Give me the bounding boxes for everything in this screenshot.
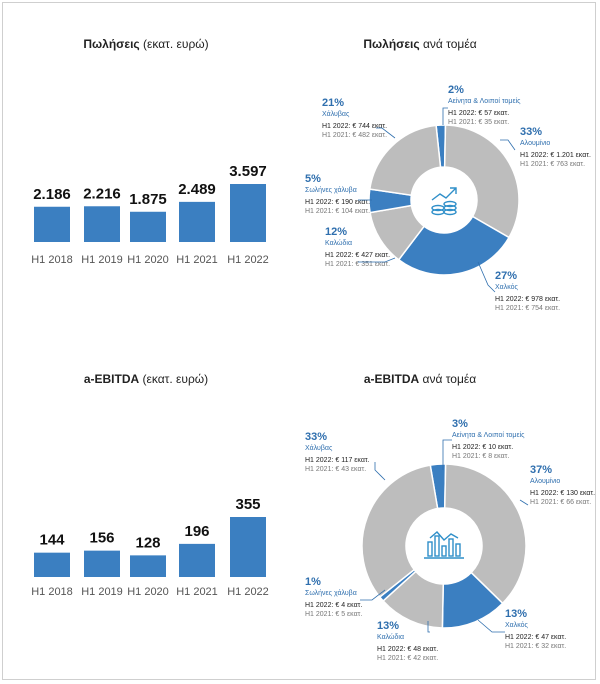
- segment-percent: 13%: [377, 620, 399, 632]
- segment-percent: 33%: [305, 431, 327, 443]
- segment-name: Σωλήνες χάλυβα: [305, 186, 357, 194]
- bar-value-label: 2.186: [33, 186, 71, 203]
- segment-value-previous: H1 2021: € 754 εκατ.: [495, 305, 560, 312]
- segment-percent: 21%: [322, 97, 344, 109]
- bar-ebitda-h1-2021: [179, 543, 215, 577]
- segment-value-previous: H1 2021: € 35 εκατ.: [448, 119, 509, 126]
- segment-percent: 27%: [495, 270, 517, 282]
- segment-value-previous: H1 2021: € 32 εκατ.: [505, 643, 566, 650]
- leader-line: [442, 107, 448, 125]
- segment-percent: 1%: [305, 576, 321, 588]
- segment-value-current: H1 2022: € 978 εκατ.: [495, 296, 560, 303]
- bar-chart-icon: [424, 531, 464, 559]
- segment-value-current: H1 2022: € 4 εκατ.: [305, 602, 362, 609]
- leader-line: [500, 139, 516, 151]
- segment-percent: 33%: [520, 126, 542, 138]
- leader-line: [519, 499, 529, 506]
- segment-name: Χαλκός: [505, 621, 529, 629]
- segment-percent: 2%: [448, 84, 464, 96]
- bar-value-label: 156: [89, 530, 114, 547]
- segment-percent: 5%: [305, 173, 321, 185]
- leader-line: [427, 621, 430, 633]
- segment-value-previous: H1 2021: € 5 εκατ.: [305, 611, 362, 618]
- bar-value-label: 196: [184, 523, 209, 540]
- segment-value-current: H1 2022: € 744 εκατ.: [322, 123, 387, 130]
- bar-value-label: 128: [135, 534, 160, 551]
- coins-growth-icon: [431, 187, 457, 216]
- bar-ebitda-h1-2022: [230, 517, 266, 577]
- bar-category-label: H1 2020: [127, 254, 169, 266]
- segment-value-previous: H1 2021: € 351 εκατ.: [325, 261, 390, 268]
- segment-value-current: H1 2022: € 130 εκατ.: [530, 490, 595, 497]
- segment-name: Αείνητα & Λοιποί τομείς: [452, 431, 525, 439]
- segment-name: Χάλυβας: [322, 110, 350, 118]
- leader-line: [374, 462, 386, 481]
- bar-category-label: H1 2020: [127, 586, 169, 598]
- segment-value-current: H1 2022: € 48 εκατ.: [377, 646, 438, 653]
- segment-name: Χάλυβας: [305, 444, 333, 452]
- segment-percent: 37%: [530, 464, 552, 476]
- bar-value-label: 355: [235, 496, 260, 513]
- segment-value-current: H1 2022: € 190 εκατ.: [305, 199, 370, 206]
- donut-sales-hole: [411, 167, 477, 233]
- segment-name: Αλουμίνιο: [530, 477, 560, 485]
- segment-value-previous: H1 2021: € 482 εκατ.: [322, 132, 387, 139]
- segment-percent: 12%: [325, 226, 347, 238]
- bar-ebitda-h1-2019: [84, 550, 120, 577]
- leader-line: [477, 619, 505, 633]
- bar-category-label: H1 2018: [31, 254, 73, 266]
- bar-sales-h1-2018: [34, 206, 70, 242]
- bar-value-label: 1.875: [129, 191, 167, 208]
- bar-category-label: H1 2019: [81, 586, 123, 598]
- leader-line: [358, 257, 396, 263]
- segment-value-current: H1 2022: € 427 εκατ.: [325, 252, 390, 259]
- leader-line: [442, 439, 452, 470]
- segment-value-previous: H1 2021: € 42 εκατ.: [377, 655, 438, 662]
- bar-value-label: 2.489: [178, 181, 216, 198]
- segment-value-previous: H1 2021: € 43 εκατ.: [305, 466, 366, 473]
- segment-name: Αείνητα & Λοιποί τομείς: [448, 97, 521, 105]
- donut-sales-title: Πωλήσεις ανά τομέα: [363, 37, 476, 51]
- bar-sales-h1-2021: [179, 201, 215, 242]
- bar-sales-h1-2022: [230, 184, 266, 242]
- segment-value-current: H1 2022: € 47 εκατ.: [505, 634, 566, 641]
- segment-name: Σωλήνες χάλυβα: [305, 589, 357, 597]
- segment-name: Αλουμίνιο: [520, 139, 550, 147]
- segment-name: Καλώδια: [325, 239, 352, 247]
- segment-value-previous: H1 2021: € 104 εκατ.: [305, 208, 370, 215]
- segment-name: Καλώδια: [377, 633, 404, 641]
- bar-category-label: H1 2022: [227, 254, 269, 266]
- bar-category-label: H1 2018: [31, 586, 73, 598]
- bar-value-label: 3.597: [229, 163, 267, 180]
- segment-name: Χαλκός: [495, 283, 519, 291]
- bar-chart-ebitda-title: a-EBITDA (εκατ. ευρώ): [84, 372, 208, 386]
- bar-ebitda-h1-2020: [130, 555, 166, 577]
- segment-value-current: H1 2022: € 10 εκατ.: [452, 444, 513, 451]
- leader-line: [376, 127, 396, 139]
- segment-value-previous: H1 2021: € 763 εκατ.: [520, 161, 585, 168]
- bar-category-label: H1 2021: [176, 254, 218, 266]
- bar-ebitda-h1-2018: [34, 552, 70, 577]
- segment-value-previous: H1 2021: € 8 εκατ.: [452, 453, 509, 460]
- bar-category-label: H1 2019: [81, 254, 123, 266]
- leader-line: [477, 261, 496, 293]
- donut-sales-slice-4: [368, 124, 442, 197]
- segment-value-current: H1 2022: € 117 εκατ.: [305, 457, 370, 464]
- segment-percent: 3%: [452, 418, 468, 430]
- segment-value-previous: H1 2021: € 66 εκατ.: [530, 499, 591, 506]
- segment-percent: 13%: [505, 608, 527, 620]
- bar-chart-sales-title: Πωλήσεις (εκατ. ευρώ): [83, 37, 208, 51]
- bar-sales-h1-2020: [130, 211, 166, 242]
- segment-value-current: H1 2022: € 57 εκατ.: [448, 110, 509, 117]
- bar-category-label: H1 2022: [227, 586, 269, 598]
- bar-category-label: H1 2021: [176, 586, 218, 598]
- donut-ebitda-title: a-EBITDA ανά τομέα: [364, 372, 476, 386]
- bar-value-label: 144: [39, 532, 65, 549]
- bar-sales-h1-2019: [84, 206, 120, 242]
- leader-line: [360, 589, 386, 601]
- segment-value-current: H1 2022: € 1.201 εκατ.: [520, 152, 591, 159]
- bar-value-label: 2.216: [83, 185, 121, 202]
